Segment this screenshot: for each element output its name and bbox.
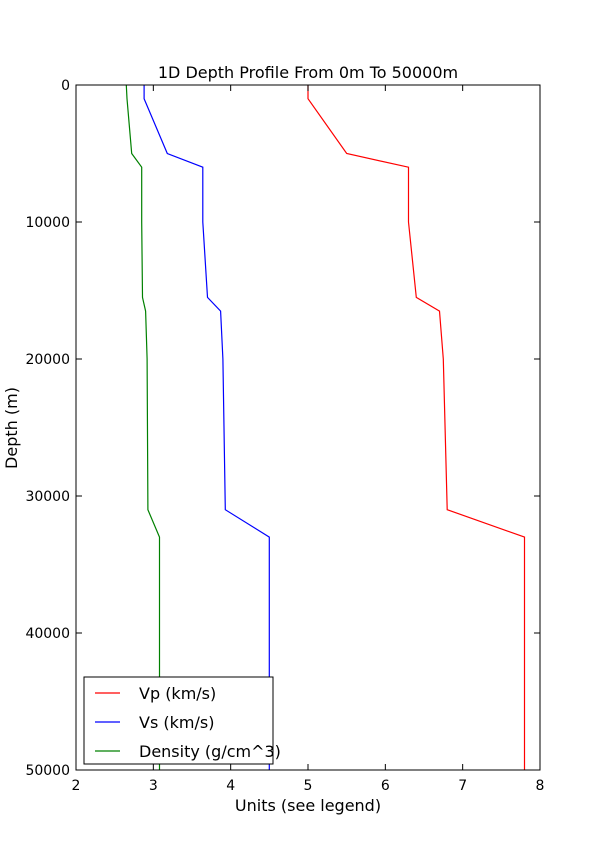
legend-label-0: Vp (km/s) — [139, 684, 216, 703]
y-tick-label: 10000 — [25, 215, 70, 231]
legend: Vp (km/s) Vs (km/s) Density (g/cm^3) — [83, 676, 281, 765]
y-tick-label: 50000 — [25, 763, 70, 779]
x-tick-label: 3 — [149, 778, 158, 794]
x-tick-label: 7 — [458, 778, 467, 794]
series-layer — [125, 84, 526, 770]
y-tick-label: 0 — [61, 78, 70, 94]
x-tick-label: 8 — [536, 778, 545, 794]
plot-frame — [75, 84, 541, 771]
ticks-layer: 2 3 4 5 6 7 8 0 10000 20000 30000 40000 50000 — [25, 78, 544, 794]
chart-title: 1D Depth Profile From 0m To 50000m — [158, 63, 458, 82]
y-axis-label: Depth (m) — [2, 387, 21, 469]
series-line-1 — [143, 85, 270, 770]
y-tick-label: 40000 — [25, 626, 70, 642]
y-tick-label: 30000 — [25, 489, 70, 505]
x-axis-label: Units (see legend) — [235, 796, 381, 815]
legend-box — [83, 676, 274, 765]
x-tick-label: 4 — [226, 778, 235, 794]
x-tick-label: 5 — [304, 778, 313, 794]
x-tick-label: 2 — [72, 778, 81, 794]
series-line-2 — [125, 84, 161, 770]
x-tick-label: 6 — [381, 778, 390, 794]
legend-label-2: Density (g/cm^3) — [139, 742, 281, 761]
legend-label-1: Vs (km/s) — [139, 713, 214, 732]
y-tick-label: 20000 — [25, 352, 70, 368]
series-line-0 — [307, 85, 526, 770]
